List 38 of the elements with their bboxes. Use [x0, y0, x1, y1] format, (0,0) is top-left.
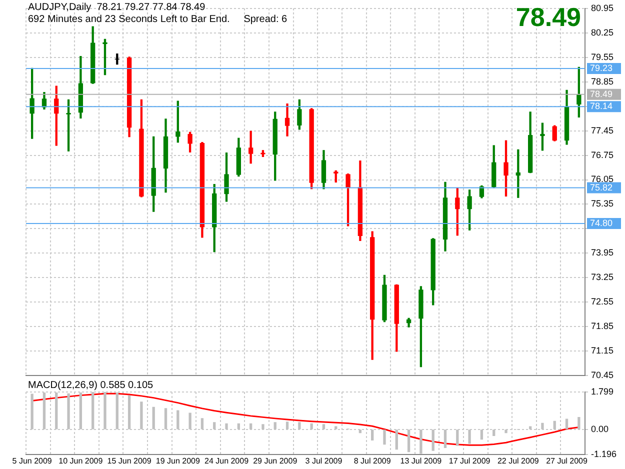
x-tick-label: 17 Jul 2009 [448, 456, 491, 466]
y-tick-label: 73.25 [591, 272, 614, 282]
x-tick-label: 29 Jun 2009 [253, 456, 298, 466]
y-tick-label: 73.95 [591, 248, 614, 258]
y-tick-label: 72.55 [591, 296, 614, 307]
y-tick-label: 80.25 [591, 27, 614, 38]
ref-line-label: 75.82 [590, 182, 613, 192]
chart-title: MACD(12,26,9) 0.585 0.105 [28, 380, 154, 392]
x-tick-label: 13 Jul 2009 [400, 456, 442, 466]
y-tick-label: 0.00 [591, 424, 609, 434]
x-tick-label: 27 Jul 2009 [546, 456, 588, 466]
y-tick-label: 70.45 [591, 370, 614, 380]
y-tick-label: 77.45 [591, 125, 614, 136]
x-tick-label: 8 Jul 2009 [354, 456, 392, 466]
x-tick-label: 10 Jun 2009 [58, 456, 104, 466]
x-tick-label: 15 Jun 2009 [107, 456, 152, 466]
y-tick-label: 78.85 [591, 76, 614, 86]
annotation: 78.49 [516, 2, 581, 32]
text: 692 Minutes and 23 Seconds Left to Bar End. Spread: 6 [28, 14, 288, 26]
x-tick-label: 24 Jun 2009 [204, 456, 250, 466]
y-tick-label: 80.95 [591, 2, 614, 13]
x-tick-label: 3 Jul 2009 [305, 456, 343, 466]
y-tick-label: 71.85 [591, 321, 614, 332]
ref-line-label: 79.23 [590, 63, 613, 74]
y-tick-label: 75.35 [591, 198, 614, 209]
y-tick-label: -1.196 [591, 448, 617, 459]
x-tick-label: 19 Jun 2009 [156, 456, 200, 466]
y-tick-label: 79.55 [591, 52, 614, 62]
x-tick-label: 22 Jul 2009 [497, 456, 540, 466]
chart-title: AUDJPY,Daily 78.21 79.27 77.84 78.49 [28, 2, 206, 14]
x-tick-label: 5 Jun 2009 [12, 456, 52, 466]
ref-line-label: 74.80 [590, 218, 613, 228]
y-tick-label: 71.15 [591, 346, 614, 356]
ref-line-label: 78.49 [590, 88, 613, 99]
y-tick-label: 76.05 [591, 174, 614, 184]
y-tick-label: 76.75 [591, 150, 614, 160]
ref-line-label: 78.14 [590, 101, 613, 112]
y-tick-label: 1.799 [591, 386, 614, 396]
